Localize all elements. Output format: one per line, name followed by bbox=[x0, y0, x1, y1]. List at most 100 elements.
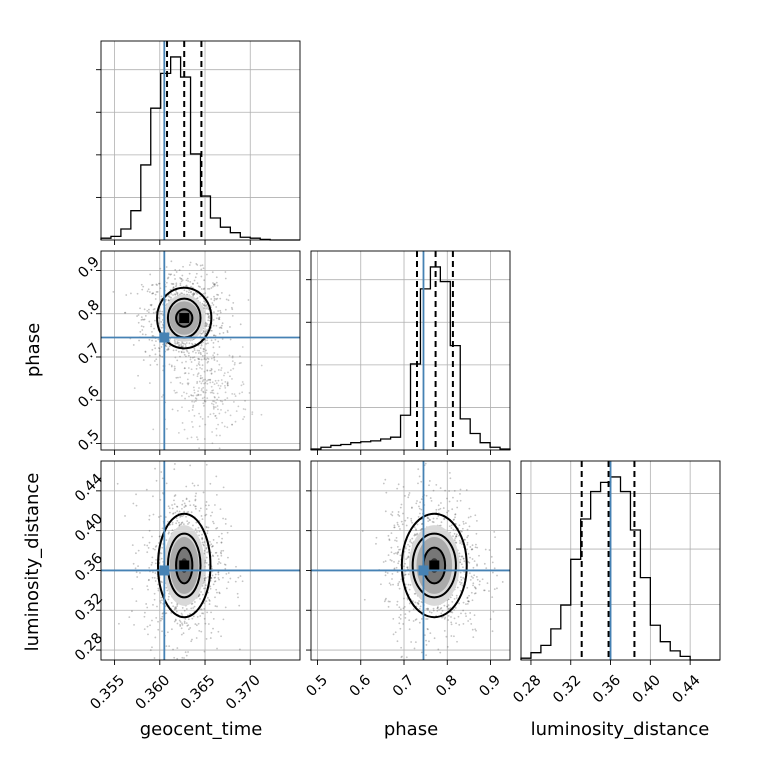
sample-point bbox=[431, 520, 434, 523]
sample-point bbox=[206, 312, 209, 315]
sample-point bbox=[209, 482, 212, 485]
sample-point bbox=[210, 631, 213, 634]
sample-point bbox=[157, 628, 160, 631]
sample-point bbox=[200, 332, 203, 335]
sample-point bbox=[183, 391, 185, 394]
sample-point bbox=[174, 293, 177, 296]
sample-point bbox=[174, 278, 176, 280]
sample-point bbox=[184, 505, 187, 507]
sample-point bbox=[241, 580, 244, 583]
sample-point bbox=[202, 292, 205, 295]
sample-point bbox=[132, 344, 135, 346]
sample-point bbox=[151, 556, 154, 559]
sample-point bbox=[391, 511, 394, 513]
sample-point bbox=[170, 601, 173, 604]
sample-point bbox=[407, 496, 410, 499]
sample-point bbox=[184, 372, 187, 374]
sample-point bbox=[118, 622, 120, 625]
sample-point bbox=[147, 547, 150, 549]
sample-point bbox=[217, 379, 220, 382]
sample-point bbox=[405, 656, 408, 659]
sample-point bbox=[462, 622, 465, 625]
sample-point bbox=[149, 364, 152, 366]
sample-point bbox=[136, 576, 139, 578]
sample-point bbox=[165, 281, 168, 284]
sample-point bbox=[181, 503, 184, 506]
sample-point bbox=[474, 546, 477, 549]
sample-point bbox=[474, 592, 477, 595]
sample-point bbox=[407, 573, 410, 576]
sample-point bbox=[179, 376, 182, 379]
sample-point bbox=[202, 587, 205, 590]
sample-point bbox=[205, 342, 208, 345]
sample-point bbox=[216, 297, 219, 300]
sample-point bbox=[218, 591, 221, 594]
sample-point bbox=[204, 514, 207, 517]
sample-point bbox=[166, 589, 169, 592]
sample-point bbox=[425, 654, 427, 657]
sample-point bbox=[213, 283, 216, 286]
sample-point bbox=[426, 516, 429, 519]
sample-point bbox=[174, 342, 177, 345]
sample-point bbox=[142, 318, 145, 321]
sample-point bbox=[181, 342, 184, 345]
sample-point bbox=[186, 378, 189, 381]
sample-point bbox=[395, 566, 398, 569]
sample-point bbox=[179, 381, 182, 384]
sample-point bbox=[180, 277, 183, 280]
sample-point bbox=[165, 586, 168, 589]
sample-point bbox=[396, 545, 399, 548]
sample-point bbox=[173, 367, 176, 370]
sample-point bbox=[194, 276, 197, 279]
x-tick-label: 0.28 bbox=[510, 672, 544, 706]
sample-point bbox=[463, 538, 466, 541]
sample-point bbox=[204, 332, 207, 335]
sample-point bbox=[460, 576, 462, 579]
sample-point bbox=[260, 413, 263, 416]
sample-point bbox=[220, 541, 223, 544]
sample-point bbox=[218, 412, 221, 415]
sample-point bbox=[190, 368, 193, 371]
peak-bin bbox=[429, 560, 440, 571]
sample-point bbox=[429, 632, 432, 635]
sample-point bbox=[459, 583, 462, 586]
sample-point bbox=[203, 357, 206, 359]
sample-point bbox=[197, 526, 200, 529]
sample-point bbox=[408, 610, 411, 613]
sample-point bbox=[224, 391, 227, 394]
sample-point bbox=[239, 575, 242, 577]
sample-point bbox=[203, 577, 206, 580]
sample-point bbox=[466, 596, 469, 599]
sample-point bbox=[182, 265, 184, 268]
sample-point bbox=[189, 627, 192, 629]
sample-point bbox=[231, 355, 234, 358]
sample-point bbox=[198, 425, 201, 428]
sample-point bbox=[420, 527, 423, 530]
sample-point bbox=[226, 382, 229, 385]
sample-point bbox=[224, 518, 227, 520]
sample-point bbox=[201, 368, 203, 370]
sample-point bbox=[200, 288, 203, 290]
sample-point bbox=[186, 382, 189, 385]
sample-point bbox=[389, 583, 392, 586]
sample-point bbox=[205, 547, 208, 550]
sample-point bbox=[432, 521, 435, 524]
sample-point bbox=[427, 628, 429, 631]
sample-point bbox=[152, 292, 154, 295]
sample-point bbox=[449, 531, 452, 534]
sample-point bbox=[200, 388, 203, 390]
sample-point bbox=[194, 498, 197, 501]
sample-point bbox=[192, 386, 195, 389]
sample-point bbox=[167, 299, 170, 302]
sample-point bbox=[177, 431, 180, 434]
sample-point bbox=[466, 597, 469, 599]
sample-point bbox=[215, 588, 218, 591]
sample-point bbox=[149, 304, 152, 306]
sample-point bbox=[152, 547, 155, 550]
sample-point bbox=[187, 291, 190, 294]
sample-point bbox=[435, 483, 438, 486]
sample-point bbox=[459, 589, 462, 592]
sample-point bbox=[420, 528, 423, 531]
sample-point bbox=[143, 628, 146, 631]
sample-point bbox=[208, 287, 211, 290]
